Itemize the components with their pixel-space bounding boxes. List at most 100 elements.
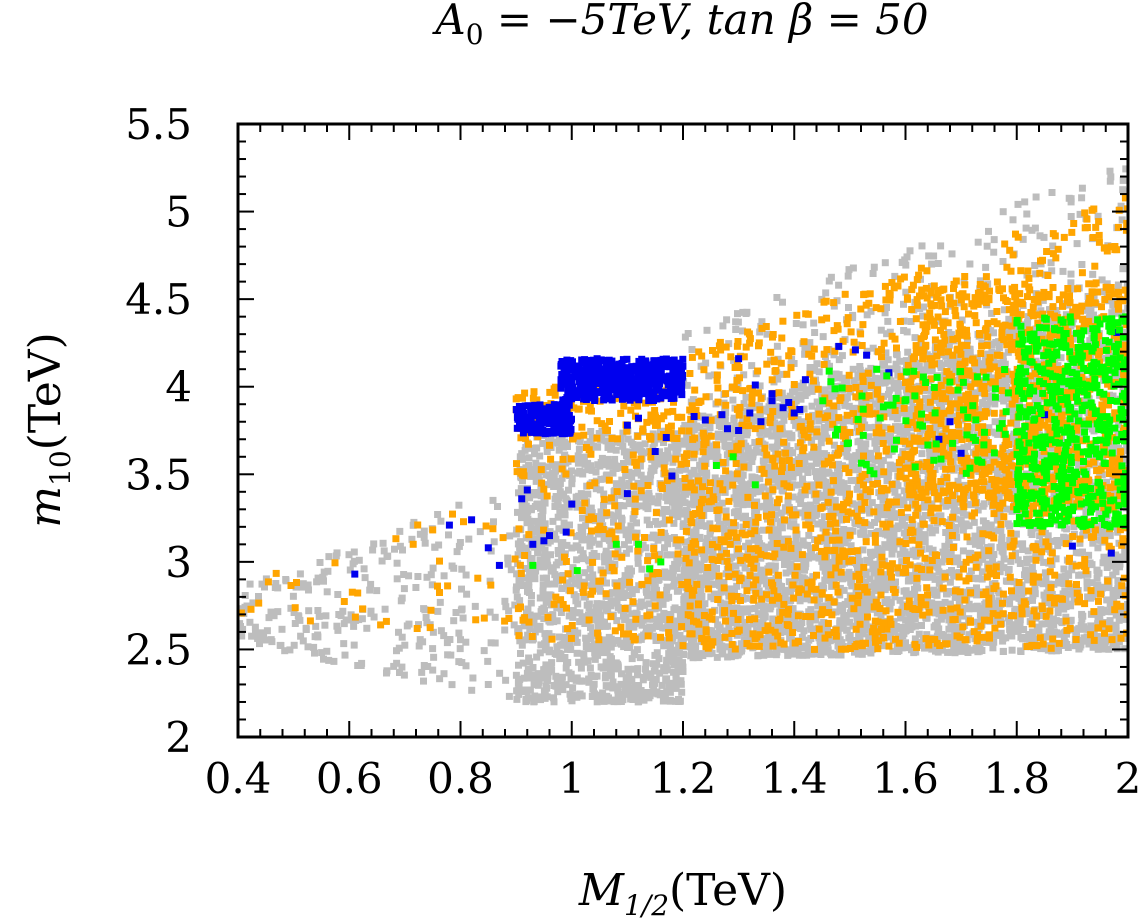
gray-point [782,569,790,577]
gray-point [856,366,864,374]
gray-point [400,585,408,593]
gray-point [1023,559,1031,567]
gray-point [840,586,848,594]
gray-point [602,437,610,445]
gray-point [594,691,602,699]
gray-point [896,550,904,558]
gray-point [622,639,630,647]
gray-point [1000,564,1008,572]
gray-point [759,526,767,534]
gray-point [525,583,533,591]
gray-point [927,394,935,402]
gray-point [527,599,535,607]
gray-point [655,460,663,468]
gray-point [919,467,927,474]
gray-point [638,448,645,456]
gray-point [791,618,799,626]
gray-point [883,477,891,485]
gray-point [698,593,706,600]
gray-point [739,488,747,496]
gray-point [450,564,458,572]
gray-point [998,533,1006,541]
gray-point [525,454,533,462]
gray-point [456,645,464,653]
gray-point [659,573,667,581]
gray-point [900,487,908,495]
gray-point [631,469,639,477]
gray-point [558,673,566,681]
gray-point [398,663,406,671]
gray-point [703,446,711,454]
gray-point [305,586,312,594]
gray-point [721,529,729,537]
gray-point [856,363,864,370]
gray-point [649,660,657,668]
gray-point [558,474,566,482]
gray-point [504,554,512,562]
gray-point [304,581,312,589]
gray-point [663,551,671,559]
gray-point [812,497,820,505]
gray-point [733,512,741,520]
gray-point [910,600,918,608]
gray-point [393,659,401,667]
gray-point [249,599,257,607]
gray-point [672,677,680,685]
gray-point [575,445,583,453]
gray-point [853,614,861,622]
gray-point [1058,619,1066,627]
gray-point [805,531,813,539]
gray-point [698,488,706,496]
gray-point [1076,539,1084,547]
gray-point [436,598,444,606]
gray-point [1012,530,1020,538]
gray-point [1083,578,1091,586]
gray-point [581,535,589,543]
gray-point [597,612,605,620]
gray-point [895,569,903,577]
gray-point [874,504,882,511]
gray-point [709,560,717,568]
gray-point [427,571,435,579]
gray-point [725,623,733,631]
gray-point [843,626,851,634]
gray-point [670,519,678,527]
gray-point [885,468,893,476]
gray-point [629,696,637,703]
gray-point [633,646,641,654]
gray-point [589,571,597,579]
gray-point [935,460,943,468]
gray-point [928,572,936,580]
gray-point [501,597,509,605]
gray-point [624,688,632,696]
gray-point [246,618,254,626]
gray-point [282,576,290,583]
gray-point [918,367,926,375]
gray-point [573,532,581,540]
gray-point [520,674,528,682]
gray-point [598,618,606,626]
gray-point [816,595,824,603]
gray-point [1099,530,1107,538]
gray-point [684,523,692,531]
gray-point [341,651,349,659]
gray-point [645,600,653,608]
gray-point [675,641,683,649]
gray-point [639,676,647,684]
gray-point [501,626,509,634]
gray-point [687,652,695,660]
gray-point [548,666,556,674]
gray-point [546,537,554,545]
gray-point [918,573,926,581]
gray-point [934,630,942,638]
gray-point [892,360,900,368]
gray-point [842,443,850,451]
gray-point [614,637,622,644]
gray-point [420,533,428,541]
gray-point [707,580,715,588]
gray-point [588,434,596,441]
gray-point [739,496,747,504]
gray-point [900,529,908,537]
gray-point [518,641,526,649]
gray-point [534,681,542,689]
